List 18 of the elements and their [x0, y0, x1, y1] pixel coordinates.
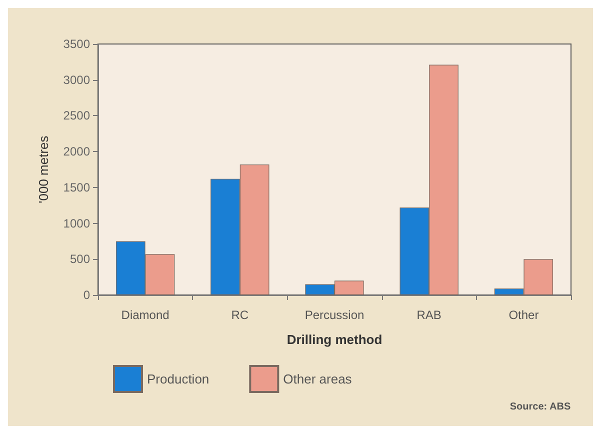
- y-tick-label: 1000: [63, 216, 90, 230]
- y-tick-label: 3000: [63, 72, 90, 87]
- source-note: Source: ABS: [510, 402, 571, 412]
- x-tick-label: Other: [508, 308, 539, 322]
- y-tick-label: 1500: [63, 180, 90, 194]
- y-tick-label: 2000: [63, 144, 90, 159]
- x-tick-label: Diamond: [121, 308, 170, 322]
- legend-label: Other areas: [283, 372, 352, 386]
- legend-label: Production: [147, 372, 210, 386]
- y-tick-label: 500: [70, 252, 90, 266]
- x-axis-title: Drilling method: [286, 332, 382, 347]
- x-tick-label: RAB: [416, 308, 442, 322]
- x-tick-label: Percussion: [304, 308, 364, 322]
- y-tick-label: 0: [83, 288, 90, 302]
- y-tick-label: 3500: [63, 37, 90, 51]
- x-tick-label: RC: [231, 308, 249, 322]
- y-tick-label: 2500: [63, 108, 90, 123]
- y-axis-title: '000 metres: [36, 135, 51, 204]
